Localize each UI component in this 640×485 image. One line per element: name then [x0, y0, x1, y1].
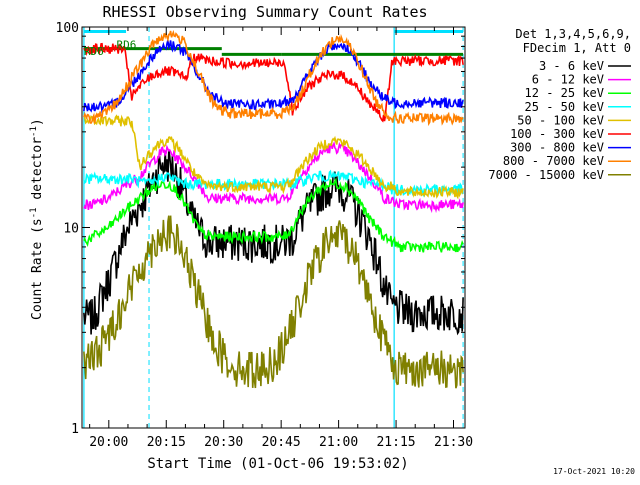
series-line-2	[83, 177, 464, 253]
legend-entry-label-3: 25 - 50 keV	[525, 100, 604, 114]
x-tick-label-3: 20:45	[262, 435, 301, 450]
legend-entry-label-4: 50 - 100 keV	[517, 113, 604, 127]
legend-header-line-2: FDecim 1, Att 0	[523, 41, 631, 55]
y-axis-label-mid: detector	[30, 137, 45, 208]
series-line-8	[83, 215, 464, 389]
x-tick-label-4: 21:00	[319, 435, 358, 450]
y-axis-label-close: )	[30, 118, 45, 126]
annotation-label-0: RD6	[84, 45, 104, 58]
legend-entry-label-2: 12 - 25 keV	[525, 86, 604, 100]
series-line-5	[83, 42, 464, 123]
y-axis-label: Count Rate (s-1 detector-1)	[29, 118, 45, 320]
series-layer: RD6 RD6	[83, 29, 464, 389]
chart-title: RHESSI Observing Summary Count Rates	[102, 3, 427, 21]
legend-entry-label-6: 300 - 800 keV	[510, 141, 604, 155]
annotation-label-1: RD6	[116, 38, 136, 51]
y-tick-label-1: 10	[63, 222, 79, 237]
x-tick-label-0: 20:00	[89, 435, 128, 450]
series-line-4	[83, 114, 464, 200]
x-tick-label-2: 20:30	[204, 435, 243, 450]
series-line-6	[83, 40, 464, 114]
x-tick-label-5: 21:15	[376, 435, 415, 450]
series-line-1	[83, 140, 464, 214]
y-tick-label-2: 100	[56, 21, 79, 36]
legend-entry-label-5: 100 - 300 keV	[510, 127, 604, 141]
x-axis-label: Start Time (01-Oct-06 19:53:02)	[147, 456, 408, 472]
y-axis-label-main: Count Rate (s	[30, 218, 45, 320]
legend-entry-label-0: 3 - 6 keV	[539, 59, 604, 73]
legend-entry-label-7: 800 - 7000 keV	[503, 154, 604, 168]
y-tick-label-0: 1	[71, 422, 79, 437]
y-axis-label-sup1: -1	[29, 207, 39, 218]
y-axis-label-sup2: -1	[29, 126, 39, 137]
x-tick-label-1: 20:15	[147, 435, 186, 450]
legend-header-line-1: Det 1,3,4,5,6,9,	[515, 27, 631, 41]
x-tick-label-6: 21:30	[434, 435, 473, 450]
series-line-7	[83, 29, 464, 127]
axis-layer: 20:00 20:15 20:30 20:45 21:00 21:15 21:30 1 10 10…	[56, 21, 474, 450]
legend-entry-label-8: 7000 - 15000 keV	[488, 168, 604, 182]
legend: Det 1,3,4,5,6,9, FDecim 1, Att 0 3 - 6 k…	[488, 27, 631, 182]
date-stamp: 17-Oct-2021 10:20	[553, 467, 635, 476]
legend-entry-label-1: 6 - 12 keV	[532, 73, 604, 87]
series-line-0	[83, 149, 464, 336]
